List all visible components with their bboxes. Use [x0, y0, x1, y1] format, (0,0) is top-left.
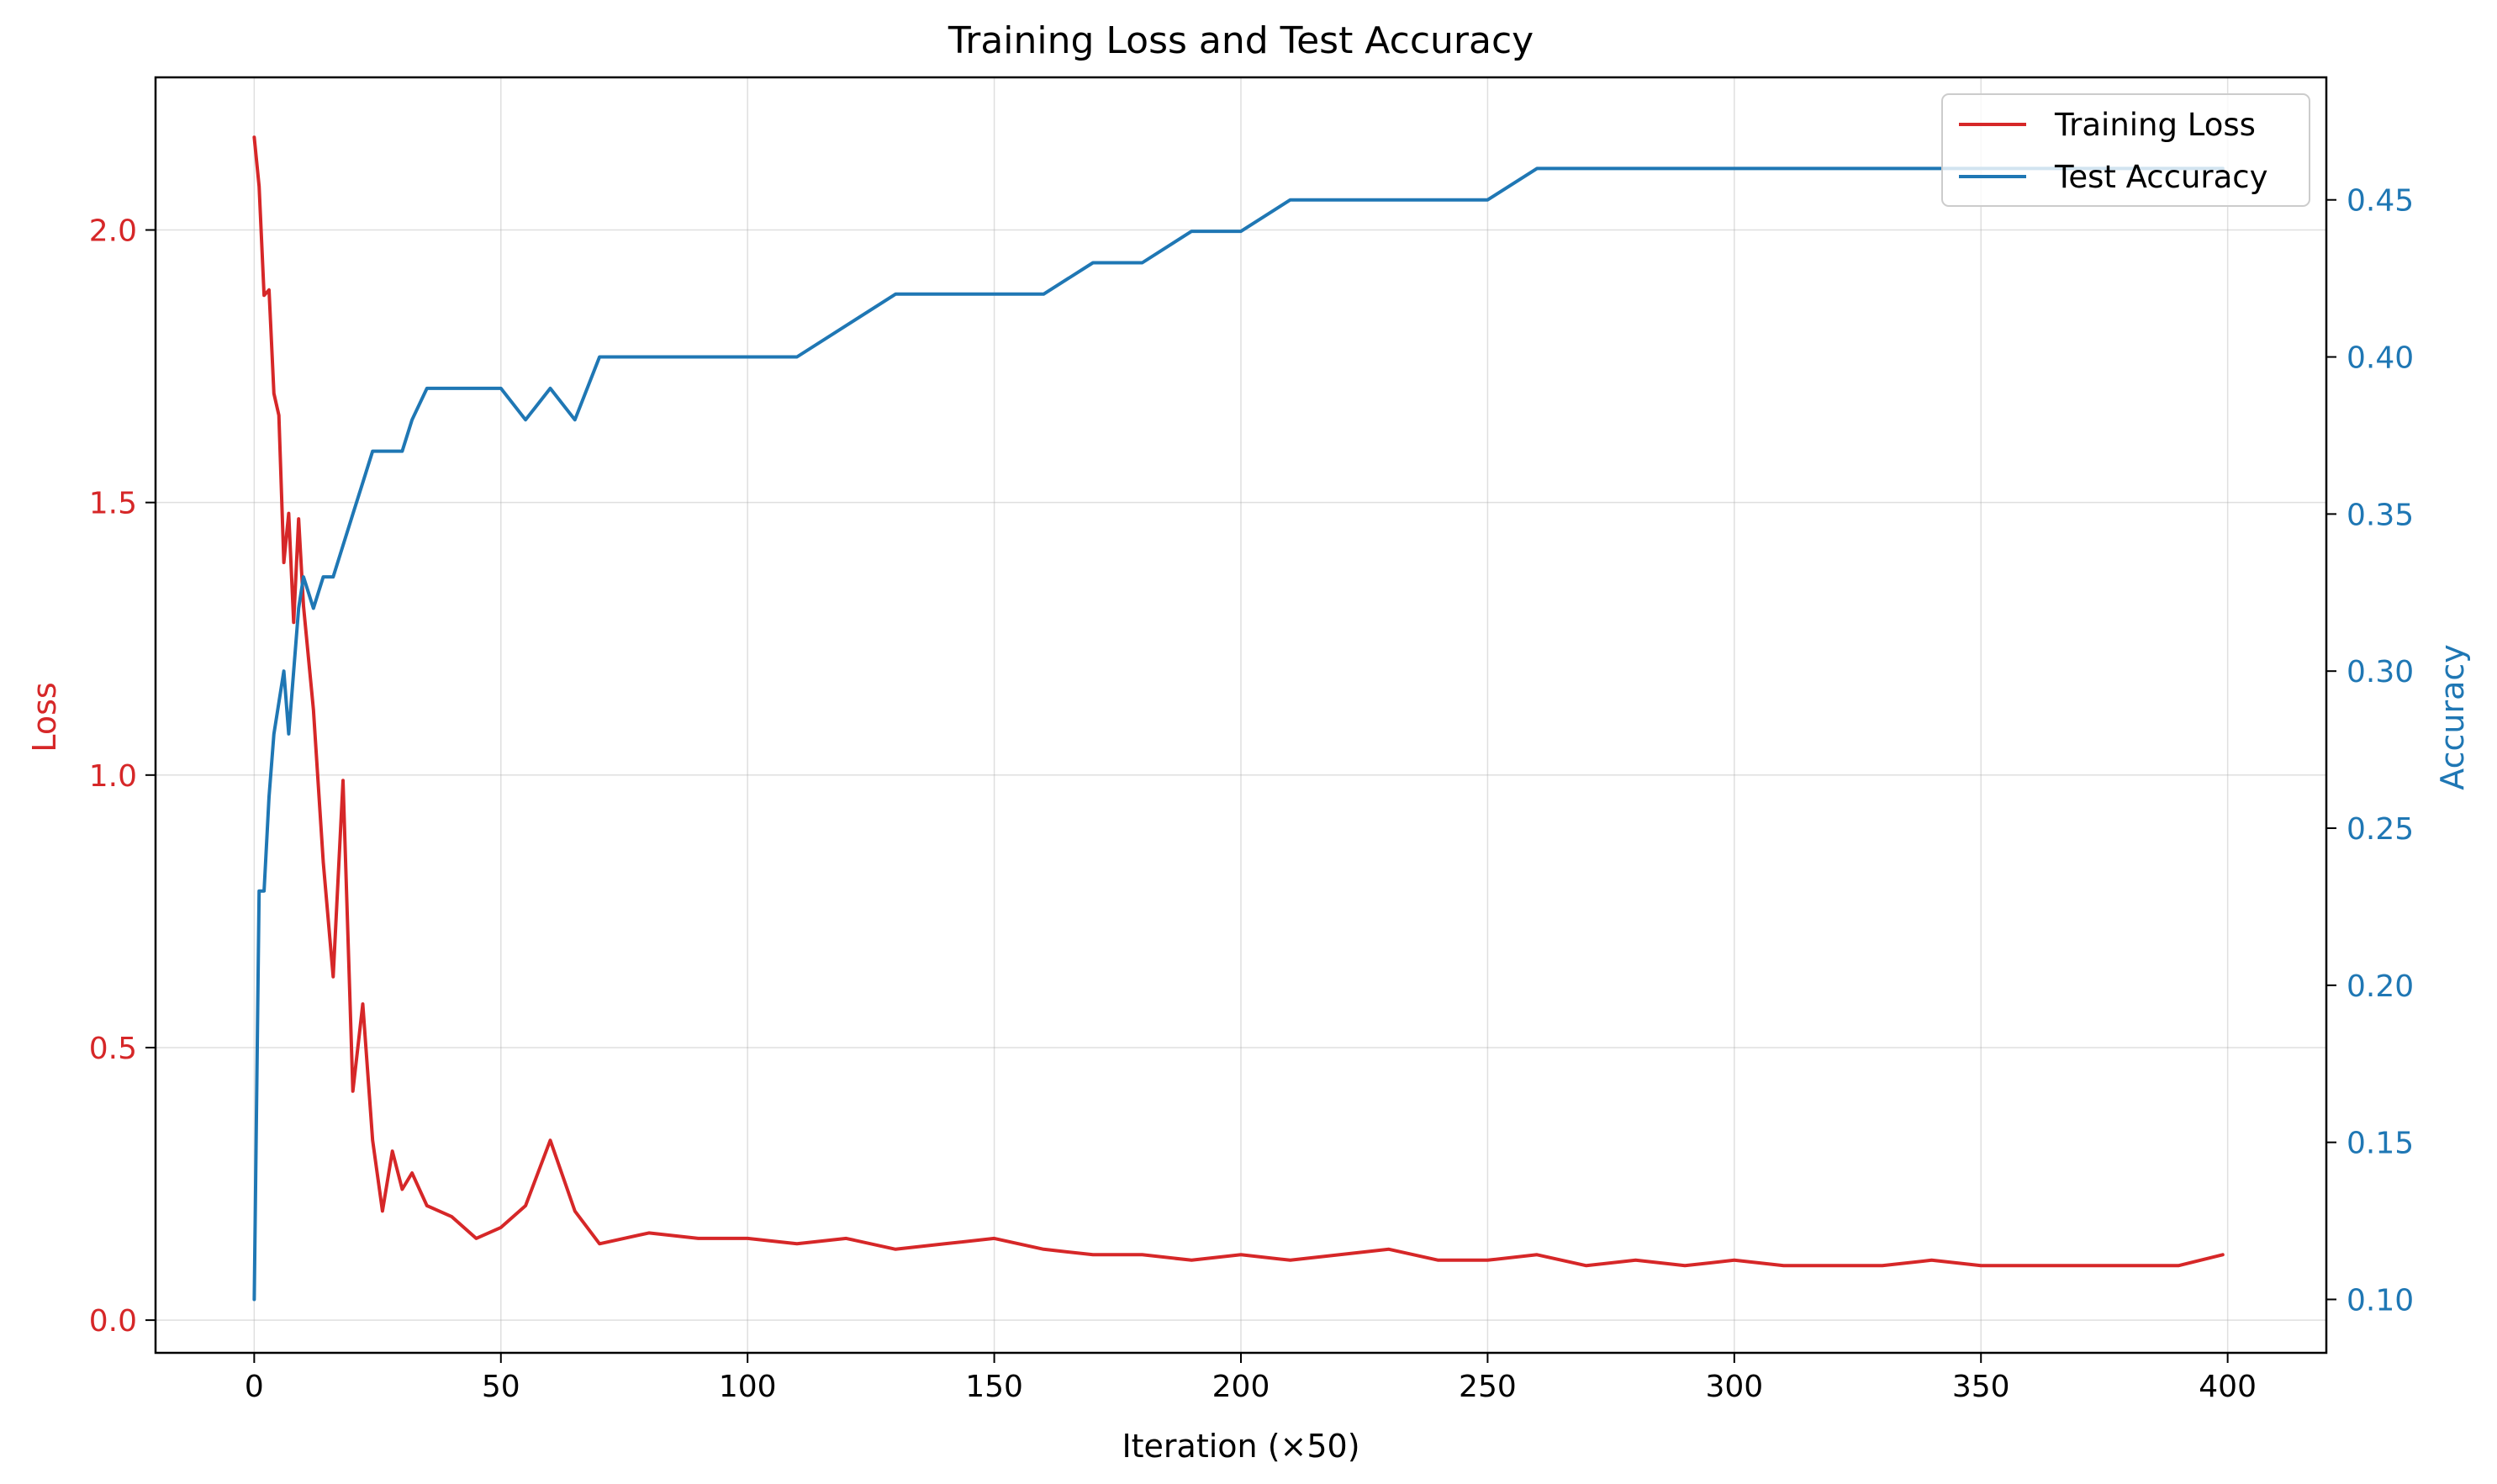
- y-right-tick-label: 0.20: [2347, 969, 2414, 1004]
- y-axis-left: 0.0 0.5 1.0 1.5 2.0: [89, 214, 156, 1339]
- x-tick-label: 0: [245, 1370, 264, 1404]
- x-tick-label: 50: [482, 1370, 520, 1404]
- y-left-tick-label: 0.5: [89, 1032, 137, 1066]
- series-line-test-accuracy: [252, 166, 2225, 1302]
- y-right-tick-label: 0.15: [2347, 1127, 2414, 1161]
- y-left-tick-label: 0.0: [89, 1304, 137, 1339]
- y-axis-title-right: Accuracy: [2434, 644, 2471, 790]
- y-right-tick-label: 0.25: [2347, 812, 2414, 847]
- x-tick-label: 400: [2199, 1370, 2257, 1404]
- x-axis: 0 50 100 150 200 250 300 350 400: [245, 1353, 2257, 1404]
- y-right-tick-label: 0.30: [2347, 655, 2414, 689]
- legend-label-training-loss: Training Loss: [2054, 107, 2256, 143]
- legend: Training Loss Test Accuracy: [1941, 93, 2310, 207]
- x-tick-label: 350: [1952, 1370, 2010, 1404]
- y-right-tick-label: 0.45: [2347, 184, 2414, 219]
- x-tick-label: 300: [1705, 1370, 1763, 1404]
- y-axis-title-left: Loss: [26, 682, 63, 752]
- series-layer: [252, 135, 2225, 1302]
- y-right-tick-label: 0.35: [2347, 498, 2414, 532]
- y-right-tick-label: 0.10: [2347, 1283, 2414, 1318]
- y-right-tick-label: 0.40: [2347, 341, 2414, 376]
- legend-label-test-accuracy: Test Accuracy: [2054, 159, 2268, 195]
- y-left-tick-label: 1.5: [89, 487, 137, 521]
- x-tick-label: 200: [1212, 1370, 1270, 1404]
- series-line-training-loss: [252, 135, 2225, 1268]
- chart-title: Training Loss and Test Accuracy: [948, 19, 1534, 62]
- legend-box: [1941, 93, 2310, 207]
- y-left-tick-label: 2.0: [89, 214, 137, 249]
- x-tick-label: 100: [719, 1370, 777, 1404]
- x-tick-label: 250: [1459, 1370, 1517, 1404]
- y-axis-right: 0.10 0.15 0.20 0.25 0.30 0.35 0.40 0.45: [2326, 184, 2414, 1318]
- y-left-tick-label: 1.0: [89, 759, 137, 794]
- x-tick-label: 150: [965, 1370, 1023, 1404]
- x-axis-title: Iteration (×50): [1122, 1428, 1359, 1465]
